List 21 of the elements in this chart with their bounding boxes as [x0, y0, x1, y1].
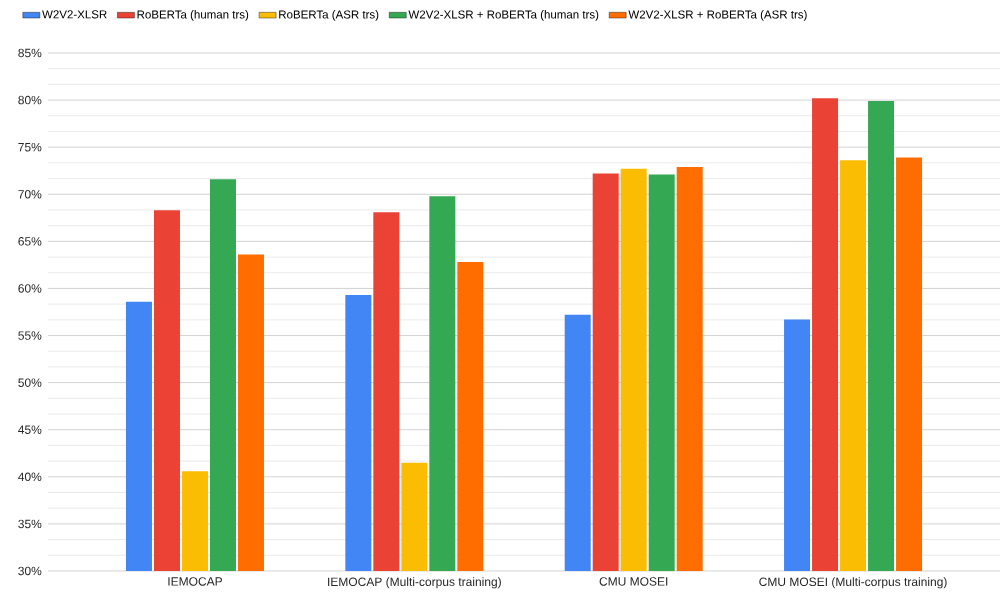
y-tick-label: 40% [18, 472, 42, 482]
x-tick-label: IEMOCAP (Multi-corpus training) [328, 577, 501, 589]
x-tick-label: CMU MOSEI [599, 577, 668, 586]
y-tick-label: 45% [18, 425, 42, 434]
y-tick-label: 70% [18, 190, 42, 199]
y-tick-label: 50% [18, 378, 42, 387]
x-tick-label: CMU MOSEI (Multi-corpus training) [759, 577, 947, 589]
legend-label: W2V2-XLSR + RoBERTa (human trs) [408, 10, 599, 21]
y-tick-label: 55% [18, 331, 42, 340]
legend-label: RoBERTa (human trs) [137, 10, 249, 21]
y-tick-label: 80% [18, 95, 42, 105]
legend-label: W2V2-XLSR [42, 10, 107, 19]
y-tick-label: 65% [18, 237, 42, 246]
legend-label: W2V2-XLSR + RoBERTa (ASR trs) [628, 10, 807, 21]
x-tick-label: IEMOCAP [168, 577, 223, 586]
y-tick-label: 75% [18, 142, 42, 152]
y-tick-label: 60% [18, 284, 42, 293]
y-tick-label: 30% [18, 566, 42, 576]
y-tick-label: 35% [18, 519, 42, 529]
legend-label: RoBERTa (ASR trs) [279, 10, 379, 21]
y-tick-label: 85% [18, 48, 42, 58]
